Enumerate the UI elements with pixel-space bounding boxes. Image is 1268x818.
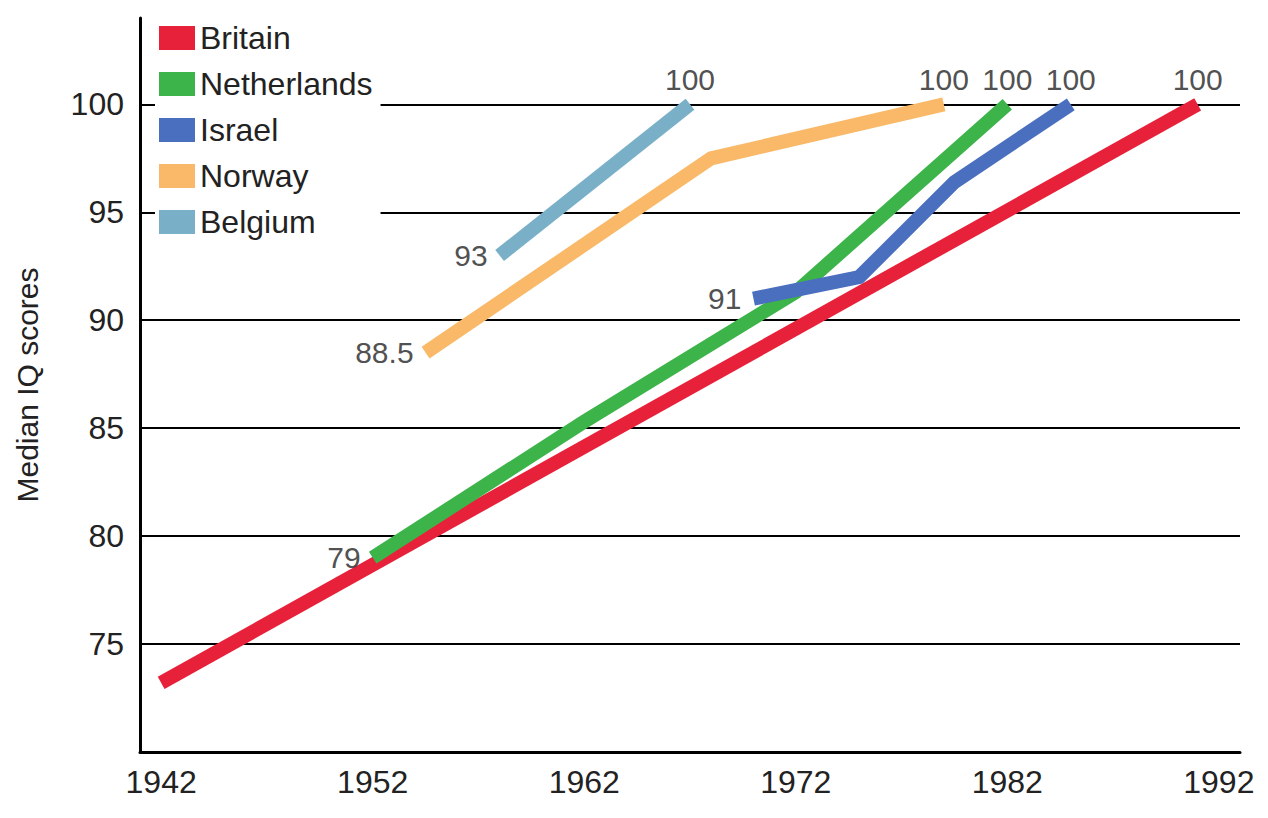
svg-text:Israel: Israel	[200, 112, 278, 148]
svg-text:Median IQ scores: Median IQ scores	[11, 267, 44, 502]
svg-text:1962: 1962	[549, 764, 620, 800]
svg-text:Britain: Britain	[200, 20, 291, 56]
svg-text:Netherlands: Netherlands	[200, 66, 373, 102]
svg-text:95: 95	[88, 194, 124, 230]
svg-text:100: 100	[71, 86, 124, 122]
svg-text:88.5: 88.5	[355, 336, 413, 369]
svg-text:1982: 1982	[972, 764, 1043, 800]
svg-text:100: 100	[1173, 63, 1223, 96]
svg-text:85: 85	[88, 410, 124, 446]
svg-text:79: 79	[327, 541, 360, 574]
svg-text:1992: 1992	[1183, 764, 1254, 800]
svg-text:Norway: Norway	[200, 158, 308, 194]
svg-text:75: 75	[88, 626, 124, 662]
svg-text:1952: 1952	[337, 764, 408, 800]
svg-text:100: 100	[665, 63, 715, 96]
svg-text:100: 100	[1046, 63, 1096, 96]
svg-text:80: 80	[88, 518, 124, 554]
svg-text:Belgium: Belgium	[200, 204, 316, 240]
svg-text:100: 100	[982, 63, 1032, 96]
svg-text:91: 91	[708, 282, 741, 315]
svg-text:93: 93	[454, 239, 487, 272]
svg-text:90: 90	[88, 302, 124, 338]
svg-text:1942: 1942	[126, 764, 197, 800]
svg-text:100: 100	[919, 63, 969, 96]
svg-text:1972: 1972	[760, 764, 831, 800]
